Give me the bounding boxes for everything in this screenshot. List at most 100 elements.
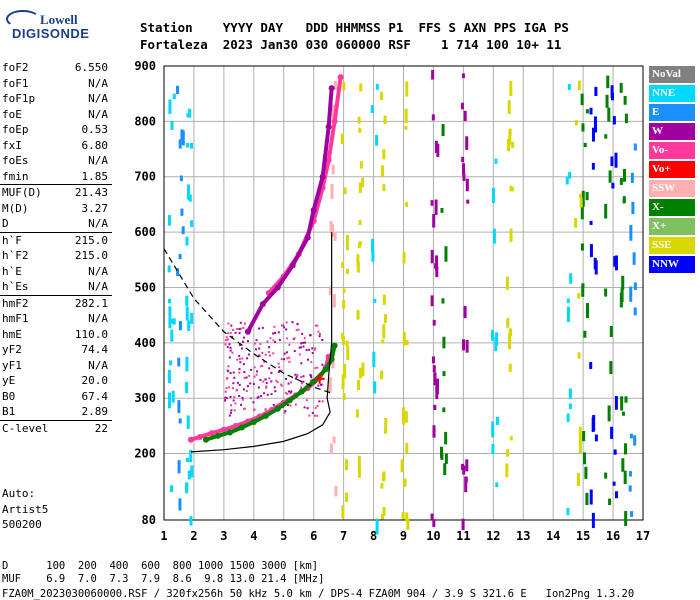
param-name: foF1 [2,76,29,90]
echo-dot [246,340,249,343]
noise-mark [383,428,387,434]
echo-dot [266,340,269,343]
echo-dot [229,332,232,335]
noise-mark [581,285,585,297]
noise-mark [465,339,469,353]
noise-mark [577,293,581,299]
noise-mark [432,213,436,228]
echo-dot [264,378,267,381]
echo-dot [239,327,242,330]
noise-mark [614,255,618,271]
echo-dot [274,390,277,393]
echo-dot [311,352,314,355]
echo-dot [233,396,236,399]
echo-dot [288,343,291,346]
echo-dot [232,399,235,402]
echo-dot [286,337,289,340]
noise-mark [591,162,595,170]
noise-mark [384,417,388,431]
echo-dot [302,375,305,378]
noise-mark [177,400,181,414]
echo-dot [280,324,283,327]
echo-dot [317,384,320,387]
noise-mark [568,171,572,179]
echo-dot [261,326,264,329]
noise-mark [494,158,498,164]
noise-mark [404,125,408,130]
echo-dot [265,382,268,385]
param-value: 67.4 [81,389,109,403]
echo-dot [233,376,236,379]
param-row-md: M(D) 3.27 [0,201,112,217]
noise-mark [593,116,597,130]
noise-mark [511,141,515,148]
echo-dot [254,348,257,351]
echo-dot [283,411,286,414]
param-name: foEp [2,123,29,136]
noise-mark [185,457,189,462]
noise-mark [619,83,623,93]
noise-mark [434,199,438,215]
echo-dot [272,332,275,335]
param-row-ye: yE 20.0 [0,373,112,389]
x-tick-label: 8 [370,529,377,543]
noise-mark [622,198,626,204]
noise-mark [168,392,172,409]
echo-dot [269,337,272,340]
noise-mark [358,127,362,133]
echo-dot [224,399,227,402]
param-value: 110.0 [74,327,108,341]
noise-mark [442,371,446,377]
noise-mark [508,131,512,145]
echo-dot [226,338,229,341]
footer-file: FZA0M_2023030060000.RSF / 320fx256h 50 k… [2,588,635,600]
noise-mark [382,471,386,481]
param-row-hf: h`F 215.0 [0,233,112,249]
echo-dot [225,397,228,400]
noise-mark [168,317,172,329]
noise-mark [168,298,172,304]
noise-mark [185,356,189,372]
echo-dot [257,354,260,357]
param-value: N/A [88,154,108,167]
noise-mark [505,276,509,290]
noise-mark [185,142,189,148]
noise-mark [619,178,623,185]
noise-mark [190,312,194,324]
noise-mark [430,513,434,521]
noise-mark [434,140,438,154]
noise-mark [185,236,189,246]
echo-dot [280,384,283,387]
echo-dot [307,358,310,361]
echo-dot [317,330,320,333]
noise-mark [331,164,335,175]
param-value: N/A [88,76,108,90]
echo-dot [285,321,288,324]
echo-dot [228,356,231,359]
x-tick-label: 13 [516,529,530,543]
echo-dot [280,358,283,361]
param-value: N/A [88,358,108,372]
noise-mark [585,492,589,505]
noise-mark [630,172,634,183]
echo-dot [242,340,245,343]
noise-mark [624,113,628,124]
param-row-b0: B0 67.4 [0,389,112,405]
param-row-b1: B1 2.89 [0,404,112,421]
echo-dot [289,404,292,407]
noise-mark [168,99,172,115]
legend-item-x: X+ [649,218,695,235]
y-tick-label: 80 [142,513,156,527]
noise-mark [606,75,610,89]
echo-dot [280,369,283,372]
noise-mark [466,199,470,204]
param-name: hmF1 [2,312,29,325]
noise-mark [620,396,624,411]
legend-item-w: W [649,123,695,140]
noise-mark [401,407,405,423]
noise-mark [583,330,587,338]
auto-code: 500200 [2,518,42,531]
echo-dot [287,382,290,385]
echo-dot [316,324,319,327]
noise-mark [190,220,194,227]
